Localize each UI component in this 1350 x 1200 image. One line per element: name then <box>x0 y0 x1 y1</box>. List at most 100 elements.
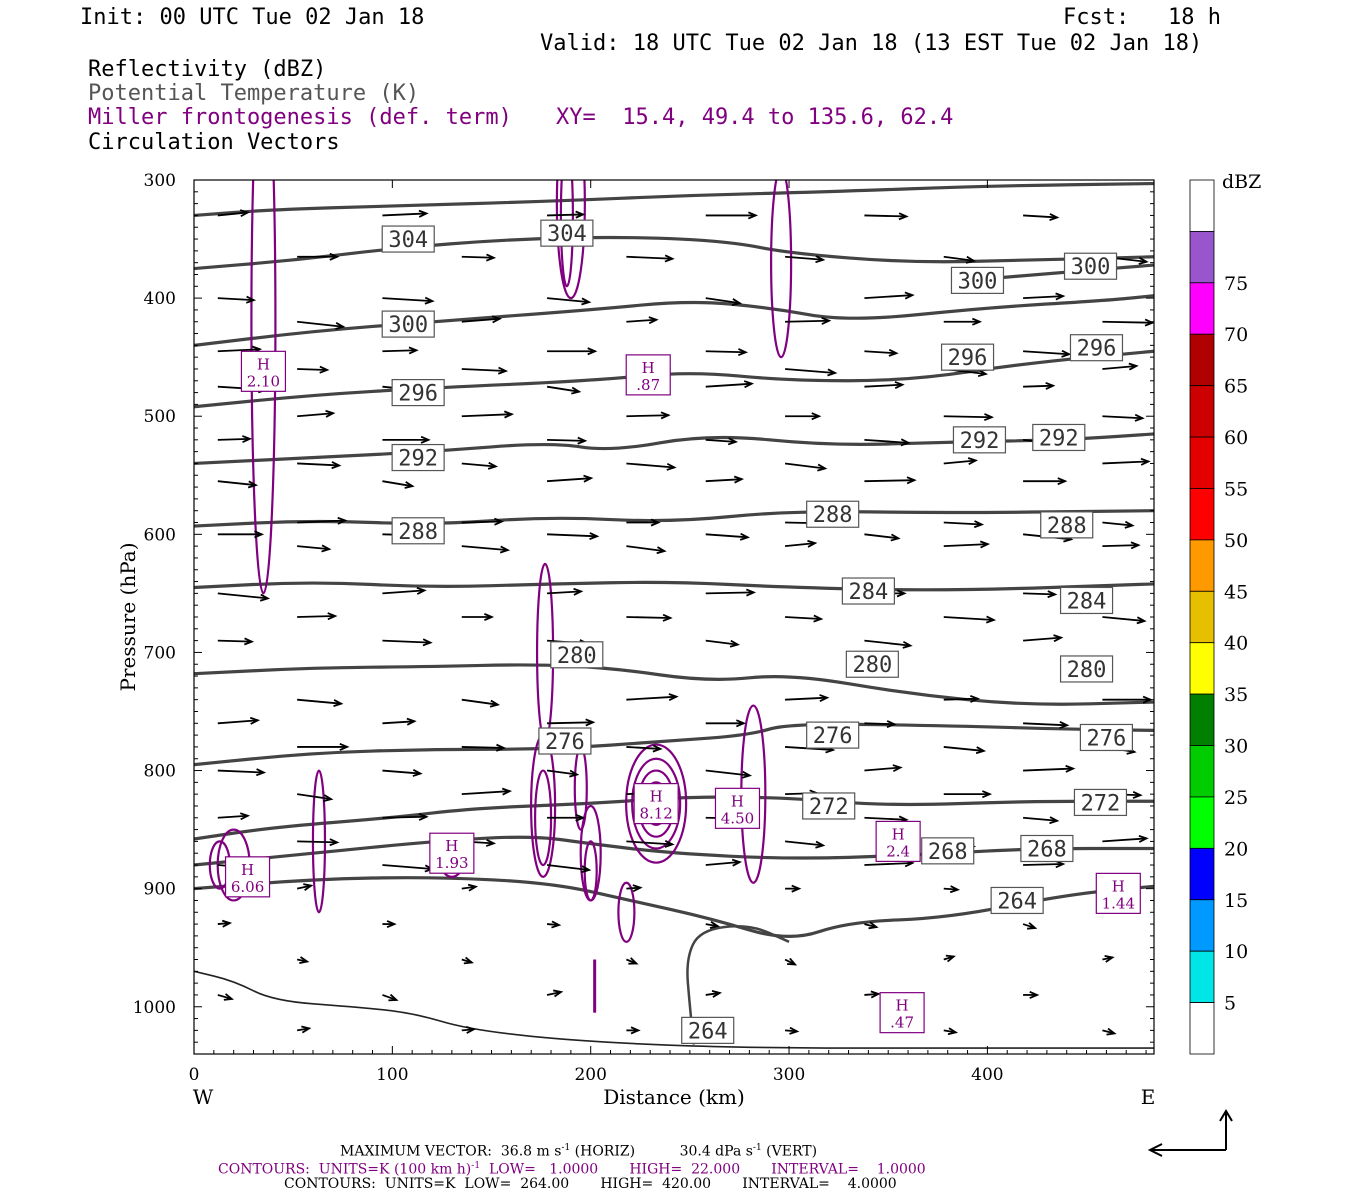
theta-label-box <box>391 517 445 545</box>
vector-head-154 <box>949 885 961 894</box>
vector-head-68 <box>650 518 661 527</box>
vector-head-48 <box>242 435 253 443</box>
y-tick-label-900: 900 <box>144 880 176 900</box>
theta-label-box <box>990 886 1044 915</box>
high-value-1.93: 1.93 <box>435 854 468 872</box>
vector-120 <box>217 769 264 774</box>
vector-head-22 <box>972 317 983 326</box>
vector-head-9 <box>815 255 826 264</box>
high-box <box>879 992 925 1034</box>
theta-label-box <box>1059 586 1114 615</box>
vector-head-146 <box>581 865 592 874</box>
theta-label-288: 288 <box>1047 514 1087 539</box>
vector-15 <box>705 297 740 304</box>
vector-170 <box>546 991 562 996</box>
vector-60 <box>217 480 256 487</box>
vector-16 <box>864 294 913 300</box>
y-tick-label-300: 300 <box>144 171 176 191</box>
theta-label-box <box>538 727 592 755</box>
vector-136 <box>864 816 907 821</box>
vector-head-90 <box>327 612 338 621</box>
colorbar-label-75: 75 <box>1224 273 1248 295</box>
vector-head-56 <box>666 462 677 471</box>
vector-9 <box>785 255 824 261</box>
colorbar-label-25: 25 <box>1224 787 1248 809</box>
high-box <box>429 832 475 874</box>
vector-61 <box>382 480 413 488</box>
vector-115 <box>461 746 504 749</box>
theta-contour-300 <box>194 349 1154 409</box>
theta-label-276: 276 <box>813 724 853 749</box>
vector-head-111 <box>736 719 747 728</box>
vector-head-31 <box>497 366 509 375</box>
fronto-contour-info: CONTOURS: UNITS=K (100 km h)-1 LOW= 1.00… <box>218 1161 926 1178</box>
vector-head-159 <box>709 921 721 929</box>
vector-133 <box>382 815 427 819</box>
colorbar-label-60: 60 <box>1224 427 1248 449</box>
vector-97 <box>382 639 431 644</box>
vector-151 <box>461 885 476 890</box>
y-tick-label-800: 800 <box>144 762 176 782</box>
vector-head-0 <box>239 209 251 218</box>
colorbar-segment <box>1189 745 1215 798</box>
vector-76 <box>864 533 899 540</box>
vector-head-177 <box>789 1026 800 1035</box>
theta-label-box <box>806 721 860 749</box>
theta-label-292: 292 <box>398 447 438 472</box>
theta-contour-300 <box>194 294 1154 347</box>
vector-67 <box>461 520 502 524</box>
theta-label-268: 268 <box>928 840 968 865</box>
vector-71 <box>1102 521 1133 527</box>
vector-head-86 <box>573 587 584 596</box>
high-box <box>875 820 921 863</box>
vector-head-4 <box>898 212 909 221</box>
theta-contour-268 <box>194 876 1154 938</box>
vector-head-94 <box>985 615 997 624</box>
vector-head-93 <box>813 614 824 623</box>
high-value-4.50: 4.50 <box>721 809 754 827</box>
vector-109 <box>382 720 415 725</box>
vector-head-57 <box>817 463 828 472</box>
vector-head-61 <box>404 481 415 489</box>
vector-head-20 <box>648 316 659 325</box>
vector-50 <box>547 438 586 442</box>
vector-head-78 <box>321 544 332 553</box>
colorbar-label-45: 45 <box>1224 581 1248 603</box>
theta-label-292: 292 <box>960 429 1000 454</box>
vector-head-82 <box>979 540 991 549</box>
vector-head-170 <box>553 989 564 998</box>
x-axis-label: Distance (km) <box>603 1085 745 1109</box>
vector-head-81 <box>807 539 818 548</box>
vector-head-110 <box>585 718 596 727</box>
theta-contour-304 <box>194 181 1154 218</box>
vector-149 <box>1023 863 1064 866</box>
theta-label-box <box>550 641 604 669</box>
theta-label-272: 272 <box>809 795 849 820</box>
colorbar-segment <box>1189 899 1215 952</box>
vector-44 <box>626 414 669 418</box>
vector-head-2 <box>575 210 586 219</box>
high-letter: H <box>1112 877 1125 895</box>
vector-head-179 <box>1106 1027 1117 1036</box>
vector-100 <box>864 639 911 647</box>
high-box <box>633 783 679 825</box>
field-vectors: Circulation Vectors <box>88 130 340 155</box>
vector-head-101 <box>1053 634 1064 643</box>
y-tick-label-400: 400 <box>144 289 176 309</box>
vector-head-138 <box>329 838 340 847</box>
vector-head-99 <box>729 639 741 648</box>
vector-head-106 <box>969 694 981 703</box>
vector-head-67 <box>493 517 505 526</box>
vector-154 <box>943 887 958 891</box>
vector-head-178 <box>947 1027 959 1036</box>
vector-82 <box>943 543 988 548</box>
theta-label-box <box>952 426 1007 454</box>
vector-74 <box>547 533 598 538</box>
vector-84 <box>217 592 268 600</box>
high-letter: H <box>650 788 663 806</box>
theta-label-box <box>950 266 1005 294</box>
vector-head-150 <box>303 883 314 891</box>
theta-label-300: 300 <box>1071 255 1111 280</box>
field-frontogenesis: Miller frontogenesis (def. term) <box>88 105 512 130</box>
y-tick-label-500: 500 <box>144 407 176 427</box>
